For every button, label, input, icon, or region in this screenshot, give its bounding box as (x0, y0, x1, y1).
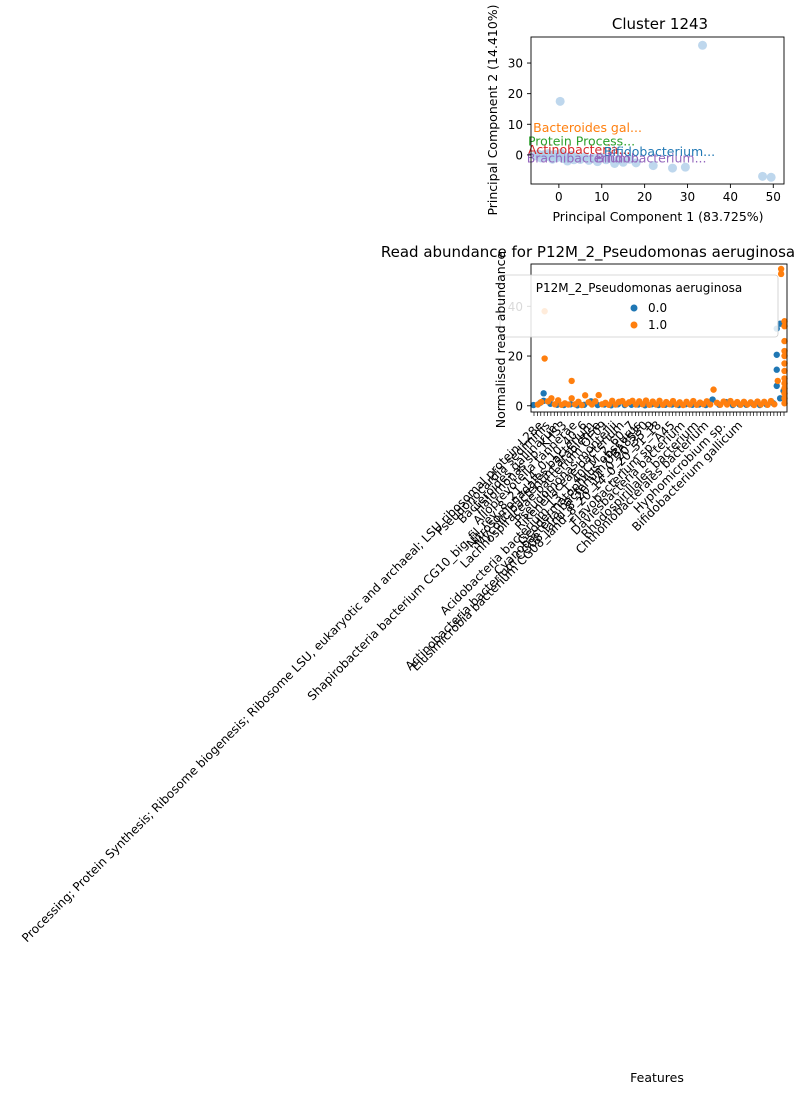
pca-y-tick-label-2: 20 (508, 87, 523, 101)
abundance-points (530, 265, 788, 409)
pca-y-tick-label-3: 30 (508, 57, 523, 71)
abundance-point-1-78 (781, 337, 788, 345)
abundance-point-0-43 (776, 395, 784, 402)
abundance-point-1-74 (777, 265, 785, 273)
abundance-x-axis-label: Features (630, 1070, 684, 1085)
legend-label-0: 0.0 (648, 301, 667, 315)
abundance-chart: Read abundance for P12M_2_Pseudomonas ae… (19, 243, 795, 1085)
pca-point-35 (680, 162, 690, 172)
abundance-point-1-73 (774, 377, 781, 385)
abundance-x-ticks (533, 412, 785, 416)
abundance-point-0-2 (540, 390, 547, 397)
abundance-point-1-12 (568, 395, 575, 402)
abundance-point-0-39 (773, 366, 780, 373)
pca-annotation-0: Bacteroides gal... (533, 120, 642, 135)
abundance-point-1-76 (781, 318, 788, 325)
abundance-point-1-87 (781, 395, 788, 402)
abundance-point-1-1 (538, 398, 545, 406)
pca-point-32 (555, 96, 565, 106)
abundance-point-1-3 (541, 355, 548, 362)
pca-annotation-3: Bifidobacterium... (604, 144, 715, 159)
pca-x-tick-label-4: 40 (723, 190, 738, 204)
abundance-point-1-82 (781, 367, 788, 375)
pca-annotation-2: Actinobacteria... (528, 142, 630, 157)
legend: P12M_2_Pseudomonas aeruginosa 0.0 1.0 (499, 274, 779, 338)
abundance-point-1-86 (781, 390, 788, 397)
abundance-y-tick-label-0: 0 (515, 399, 523, 413)
abundance-point-1-53 (706, 401, 714, 408)
abundance-point-1-54 (710, 386, 717, 393)
pca-annotation-4: Brachibacterium... (527, 151, 642, 166)
pca-point-36 (698, 40, 708, 50)
abundance-title: Read abundance for P12M_2_Pseudomonas ae… (381, 243, 795, 262)
abundance-point-1-85 (781, 385, 788, 392)
abundance-point-1-19 (592, 398, 599, 405)
pca-point-38 (766, 172, 776, 182)
pca-x-axis-label: Principal Component 1 (83.725%) (552, 209, 763, 224)
legend-label-1: 1.0 (648, 318, 667, 332)
abundance-point-1-77 (781, 322, 788, 330)
abundance-point-1-72 (771, 401, 778, 408)
pca-point-31 (631, 158, 641, 168)
legend-marker-0 (630, 304, 638, 312)
pca-chart: Cluster 1243 Bacteroides gal...Protein P… (485, 4, 785, 224)
abundance-point-0-28 (709, 396, 716, 403)
abundance-point-1-81 (781, 360, 788, 367)
abundance-y-axis-label: Normalised read abundance (493, 251, 508, 428)
abundance-point-0-40 (773, 351, 780, 358)
abundance-point-1-7 (554, 397, 562, 404)
pca-x-tick-label-2: 20 (637, 190, 652, 204)
pca-point-34 (668, 163, 678, 173)
pca-x-tick-label-1: 10 (594, 190, 609, 204)
pca-annotation-5: Bifidobacterium... (595, 151, 706, 166)
pca-x-tick-label-3: 30 (680, 190, 695, 204)
abundance-point-1-84 (781, 380, 788, 387)
legend-title: P12M_2_Pseudomonas aeruginosa (536, 281, 743, 295)
abundance-point-1-5 (548, 395, 555, 402)
abundance-x-tick-labels: Processing; Protein Synthesis; Ribosome … (19, 418, 745, 945)
abundance-point-1-88 (781, 400, 788, 407)
pca-y-ticks: 0 10 20 30 (508, 57, 531, 162)
pca-x-tick-label-0: 0 (555, 190, 563, 204)
pca-y-tick-label-1: 10 (508, 118, 523, 132)
pca-x-ticks: 0 10 20 30 40 50 (555, 184, 781, 204)
pca-annotation-1: Protein Process... (528, 134, 635, 149)
abundance-point-1-79 (781, 347, 788, 355)
pca-point-37 (758, 171, 768, 181)
abundance-point-1-15 (578, 401, 585, 409)
pca-points (530, 40, 776, 182)
pca-title: Cluster 1243 (612, 15, 708, 33)
pca-y-axis-label: Principal Component 2 (14.410%) (485, 4, 500, 215)
legend-box (499, 274, 779, 338)
pca-annotations: Bacteroides gal...Protein Process...Acti… (527, 120, 715, 166)
legend-marker-1 (630, 321, 638, 329)
abundance-point-1-83 (781, 375, 788, 382)
abundance-point-1-16 (581, 392, 589, 399)
pca-y-tick-label-0: 0 (515, 148, 523, 162)
abundance-point-1-10 (565, 401, 572, 408)
abundance-y-tick-label-1: 20 (508, 350, 523, 364)
abundance-point-0-38 (773, 382, 780, 390)
abundance-point-1-11 (568, 377, 575, 385)
abundance-point-1-80 (781, 352, 788, 360)
abundance-point-1-75 (777, 270, 785, 278)
pca-point-33 (648, 161, 658, 171)
pca-x-tick-label-5: 50 (766, 190, 781, 204)
pca-axes-frame (530, 36, 785, 185)
abundance-point-1-20 (595, 391, 602, 399)
